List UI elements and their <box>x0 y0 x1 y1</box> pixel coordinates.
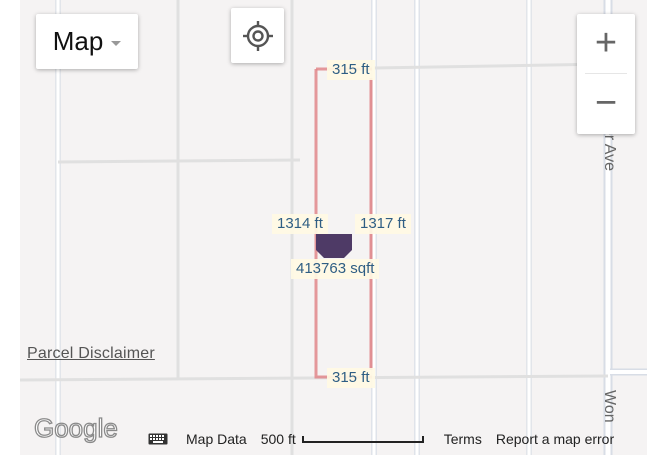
parcel-disclaimer-link[interactable]: Parcel Disclaimer <box>27 345 155 362</box>
scale-bar[interactable]: 500 ft <box>261 431 424 447</box>
measure-right-label: 1317 ft <box>355 214 411 234</box>
map-footer: Map Data 500 ft Terms Report a map error <box>148 430 628 448</box>
map-type-button[interactable]: Map <box>36 14 138 69</box>
zoom-control: + − <box>577 14 635 134</box>
map-type-label: Map <box>52 26 104 56</box>
svg-text:Google: Google <box>34 413 118 443</box>
chevron-down-icon <box>111 40 122 46</box>
map-roads <box>20 0 647 455</box>
zoom-out-button[interactable]: − <box>594 82 618 124</box>
measure-area-label: 413763 sqft <box>291 259 380 279</box>
map-canvas[interactable]: 315 ft 1314 ft 1317 ft 413763 sqft 315 f… <box>20 0 647 455</box>
zoom-in-button[interactable]: + <box>594 22 618 64</box>
measure-top-label: 315 ft <box>327 60 375 80</box>
my-location-button[interactable] <box>231 8 284 63</box>
street-label-won: Won <box>601 390 618 423</box>
zoom-divider <box>585 73 627 74</box>
scale-label: 500 ft <box>260 431 296 447</box>
scale-bar-line <box>301 435 424 443</box>
locate-icon <box>242 20 273 51</box>
map-data-link[interactable]: Map Data <box>186 431 247 447</box>
terms-link[interactable]: Terms <box>443 431 482 447</box>
measure-bottom-label: 315 ft <box>327 368 375 388</box>
google-logo[interactable]: Google <box>33 412 123 444</box>
keyboard-icon[interactable] <box>148 433 168 445</box>
measure-left-label: 1314 ft <box>272 214 328 234</box>
marker-icon[interactable] <box>315 232 355 260</box>
report-map-error-link[interactable]: Report a map error <box>495 431 615 447</box>
